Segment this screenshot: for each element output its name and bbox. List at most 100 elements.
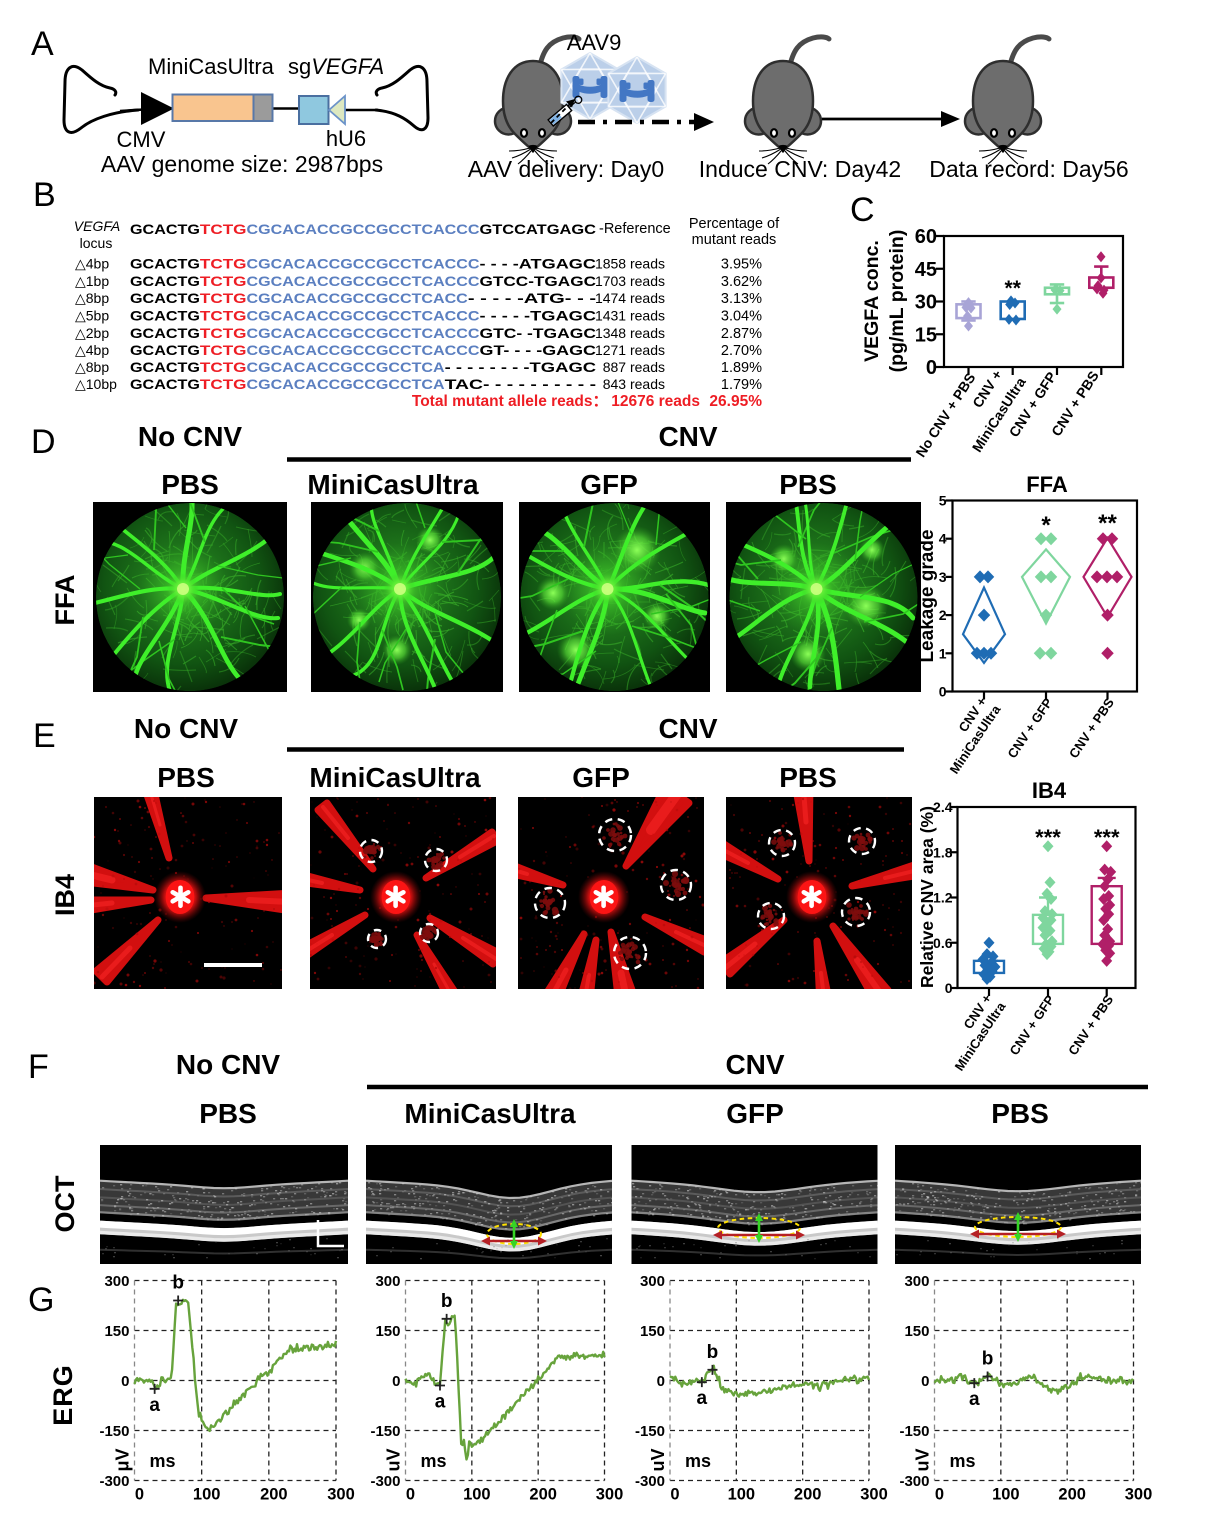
svg-text:ERG: ERG	[48, 1364, 78, 1426]
svg-text:AAV9: AAV9	[567, 30, 622, 55]
svg-text:Data record: Day56: Data record: Day56	[929, 156, 1128, 182]
svg-text:- - - - -ATG- - -: - - - - -ATG- - -	[468, 291, 596, 306]
svg-text:0: 0	[921, 1373, 929, 1390]
svg-text:0: 0	[121, 1373, 129, 1390]
svg-text:200: 200	[260, 1486, 288, 1504]
svg-text:300: 300	[1125, 1486, 1153, 1504]
svg-text:0: 0	[135, 1486, 144, 1504]
svg-text:-150: -150	[99, 1423, 129, 1440]
svg-text:PBS: PBS	[157, 762, 215, 793]
svg-text:PBS: PBS	[779, 762, 837, 793]
svg-text:GCACTG: GCACTG	[130, 274, 200, 289]
svg-text:GFP: GFP	[726, 1098, 784, 1129]
svg-text:B: B	[33, 176, 56, 214]
svg-text:MiniCasUltra: MiniCasUltra	[309, 762, 481, 793]
svg-text:No CNV: No CNV	[134, 713, 239, 744]
svg-text:-150: -150	[899, 1423, 929, 1440]
svg-text:100: 100	[463, 1486, 491, 1504]
svg-text:TCTG: TCTG	[200, 377, 247, 392]
svg-text:TCTG: TCTG	[200, 326, 247, 341]
svg-text:3: 3	[939, 569, 947, 585]
svg-text:CGCACACCGCCGCCTCA: CGCACACCGCCGCCTCA	[247, 377, 445, 392]
svg-text:IB4: IB4	[1032, 778, 1067, 803]
svg-text:GCACTG: GCACTG	[130, 343, 200, 358]
svg-text:TCTG: TCTG	[200, 360, 247, 375]
svg-text:-300: -300	[635, 1473, 665, 1490]
svg-text:0: 0	[657, 1373, 665, 1390]
svg-text:2.4: 2.4	[933, 799, 953, 815]
svg-text:30: 30	[915, 292, 937, 314]
svg-text:12676 reads: 12676 reads	[611, 393, 700, 410]
svg-text:200: 200	[1058, 1486, 1086, 1504]
svg-text:3.62%: 3.62%	[721, 274, 762, 290]
svg-text:ms: ms	[950, 1451, 976, 1471]
svg-text:1.8: 1.8	[933, 844, 953, 860]
svg-text:GCACTG: GCACTG	[130, 377, 200, 392]
svg-text:G: G	[28, 1281, 54, 1319]
svg-text:CMV: CMV	[117, 127, 166, 152]
svg-text:MiniCasUltra: MiniCasUltra	[404, 1098, 576, 1129]
svg-text:IB4: IB4	[50, 874, 80, 916]
svg-text:△8bp: △8bp	[75, 359, 109, 375]
svg-text:CGCACACCGCCGCCTCA: CGCACACCGCCGCCTCA	[247, 360, 445, 375]
svg-text:CGCACACCGCCGCCTCACCC: CGCACACCGCCGCCTCACCC	[247, 343, 480, 358]
svg-text:100: 100	[728, 1486, 756, 1504]
svg-text:- - - -ATGAGC: - - - -ATGAGC	[480, 257, 597, 272]
svg-text:-Reference: -Reference	[599, 221, 671, 237]
svg-text:PBS: PBS	[161, 469, 219, 500]
svg-text:GCACTG: GCACTG	[130, 257, 200, 272]
svg-text:C: C	[850, 191, 875, 229]
svg-text:1858 reads: 1858 reads	[595, 256, 665, 272]
svg-text:1.89%: 1.89%	[721, 360, 762, 376]
svg-text:mutant reads: mutant reads	[692, 232, 777, 248]
svg-text:3.13%: 3.13%	[721, 291, 762, 307]
svg-text:μV: μV	[113, 1448, 133, 1471]
svg-text:FFA: FFA	[50, 575, 80, 626]
svg-text:hU6: hU6	[326, 126, 366, 151]
svg-text:GCACTG: GCACTG	[130, 326, 200, 341]
svg-text:ms: ms	[685, 1451, 711, 1471]
svg-text:**: **	[1005, 277, 1022, 300]
svg-text:*: *	[1041, 512, 1051, 539]
svg-text:CNV: CNV	[658, 713, 717, 744]
svg-text:887 reads: 887 reads	[603, 359, 665, 375]
svg-text:1348 reads: 1348 reads	[595, 325, 665, 341]
svg-text:- - - - - - - -TGAGC: - - - - - - - -TGAGC	[445, 360, 597, 375]
svg-text:CGCACACCGCCGCCTCACCC: CGCACACCGCCGCCTCACCC	[247, 222, 480, 237]
svg-text:TCTG: TCTG	[200, 274, 247, 289]
svg-text:a: a	[435, 1392, 446, 1413]
svg-text:△5bp: △5bp	[75, 308, 109, 324]
svg-text:FFA: FFA	[1026, 472, 1068, 497]
svg-text:-150: -150	[635, 1423, 665, 1440]
svg-text:0: 0	[935, 1486, 944, 1504]
svg-text:300: 300	[596, 1486, 624, 1504]
svg-text:150: 150	[375, 1323, 400, 1340]
svg-text:-300: -300	[899, 1473, 929, 1490]
svg-text:CGCACACCGCCGCCTCACCC: CGCACACCGCCGCCTCACCC	[247, 309, 480, 324]
svg-text:GCACTG: GCACTG	[130, 291, 200, 306]
svg-text:0: 0	[926, 357, 937, 379]
svg-text:Percentage of: Percentage of	[689, 216, 780, 232]
svg-text:2.70%: 2.70%	[721, 343, 762, 359]
svg-text:300: 300	[860, 1486, 888, 1504]
svg-text:F: F	[28, 1048, 49, 1086]
svg-text:-150: -150	[370, 1423, 400, 1440]
svg-text:△4bp: △4bp	[75, 256, 109, 272]
svg-text:2: 2	[939, 607, 947, 623]
svg-text:Total mutant allele reads：: Total mutant allele reads：	[412, 393, 608, 410]
svg-text:-300: -300	[370, 1473, 400, 1490]
svg-text:VEGFA: VEGFA	[74, 218, 120, 234]
svg-text:△8bp: △8bp	[75, 290, 109, 306]
svg-text:CGCACACCGCCGCCTCACCC: CGCACACCGCCGCCTCACCC	[247, 274, 480, 289]
svg-text:3.04%: 3.04%	[721, 309, 762, 325]
svg-text:E: E	[33, 717, 56, 755]
svg-text:△1bp: △1bp	[75, 273, 109, 289]
svg-text:b: b	[172, 1273, 184, 1294]
svg-text:a: a	[697, 1388, 708, 1409]
svg-text:△2bp: △2bp	[75, 325, 109, 341]
svg-text:PBS: PBS	[199, 1098, 257, 1129]
svg-text:CGCACACCGCCGCCTCACCC: CGCACACCGCCGCCTCACCC	[247, 257, 480, 272]
svg-text:b: b	[707, 1342, 719, 1363]
svg-text:b: b	[982, 1349, 994, 1370]
svg-text:0: 0	[392, 1373, 400, 1390]
